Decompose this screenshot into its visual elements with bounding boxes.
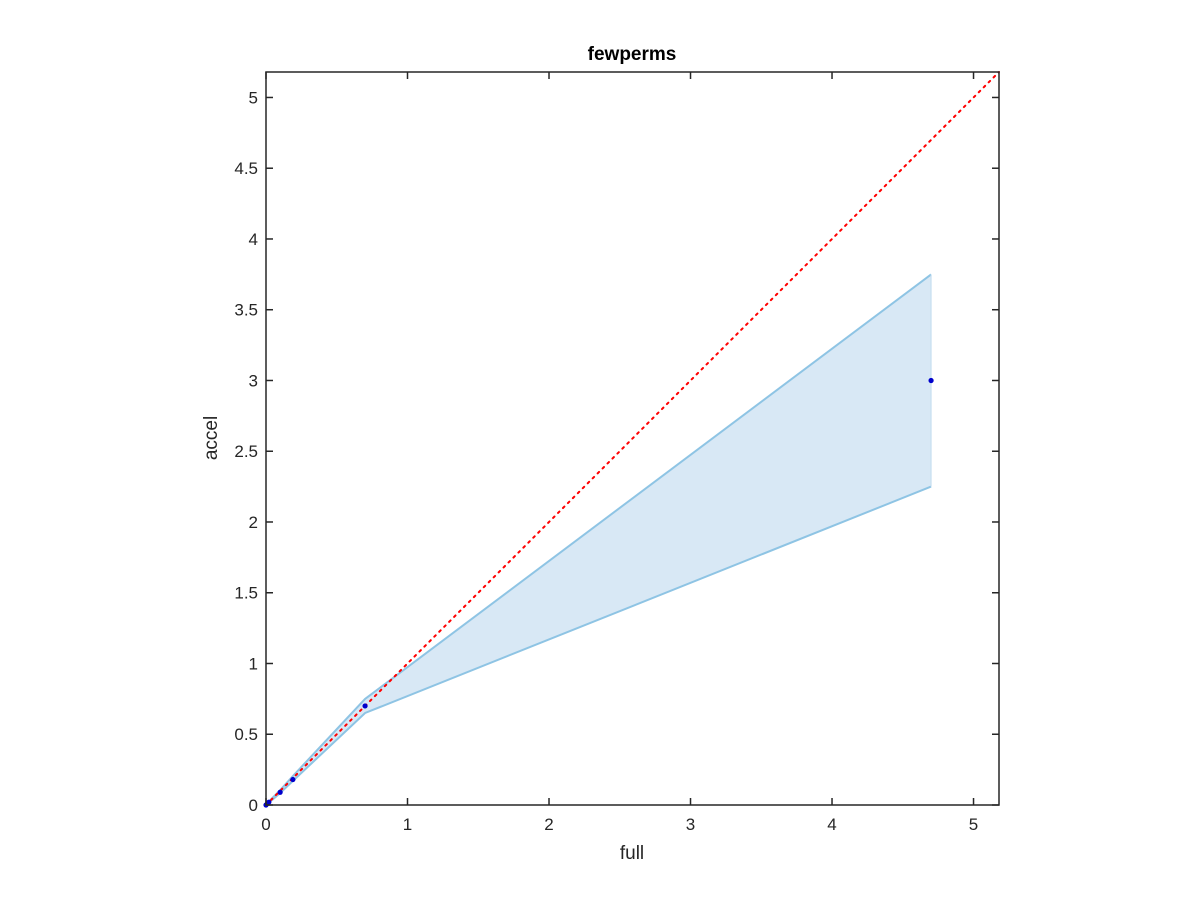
- points-layer: [263, 377, 934, 808]
- y-tick-label: 3.5: [234, 301, 258, 320]
- x-tick-label: 0: [261, 815, 270, 834]
- ticks-layer: 0 1 2 3 4 5 0 0.5 1 1.5 2 2.5 3 3.5 4 4.5 5: [234, 72, 999, 834]
- y-tick-label: 2: [249, 513, 258, 532]
- x-tick-label: 3: [686, 815, 695, 834]
- y-tick-label: 0: [249, 796, 258, 815]
- y-axis-label: accel: [201, 416, 222, 460]
- data-point: [266, 799, 272, 805]
- y-tick-label: 4.5: [234, 159, 258, 178]
- data-point: [277, 789, 283, 795]
- data-point: [290, 776, 296, 783]
- y-tick-label: 1.5: [234, 584, 258, 603]
- x-tick-label: 4: [827, 815, 836, 834]
- x-tick-label: 1: [403, 815, 412, 834]
- band-layer: [265, 273, 932, 806]
- reference-layer: [265, 71, 1000, 806]
- axes-box: [265, 71, 1000, 806]
- x-tick-label: 2: [544, 815, 553, 834]
- data-point: [928, 377, 934, 384]
- x-axis-label: full: [620, 843, 644, 864]
- data-point: [362, 703, 368, 709]
- y-tick-label: 0.5: [234, 725, 258, 744]
- y-tick-label: 2.5: [234, 442, 258, 461]
- reference-line: [265, 71, 1000, 806]
- y-tick-label: 1: [249, 654, 258, 673]
- axes-layer: [265, 71, 1000, 806]
- y-tick-label: 4: [249, 230, 258, 249]
- chart-title: fewperms: [588, 44, 677, 65]
- x-tick-label: 5: [969, 815, 978, 834]
- y-tick-label: 3: [249, 371, 258, 390]
- y-tick-label: 5: [249, 88, 258, 107]
- band-fill: [266, 274, 932, 805]
